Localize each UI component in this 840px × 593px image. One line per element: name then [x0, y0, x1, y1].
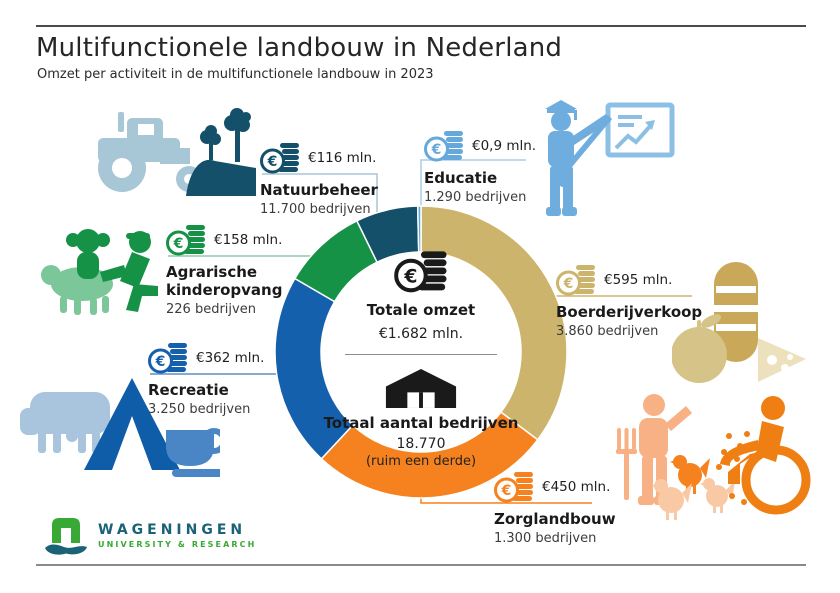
euro-coins-icon [424, 130, 464, 162]
wageningen-logo: WAGENINGEN UNIVERSITY & RESEARCH [44, 516, 256, 556]
wageningen-logo-mark-icon [45, 518, 87, 555]
segment-value: €0,9 mln. [472, 138, 537, 154]
segment-value: €450 mln. [542, 479, 611, 495]
education-teacher-icon [545, 100, 675, 216]
segment-name: Boerderijverkoop [556, 303, 703, 321]
nature-tractor-icon [98, 108, 256, 196]
total-companies-label: Totaal aantal bedrijven [323, 414, 519, 432]
segment-companies: 1.290 bedrijven [424, 190, 527, 205]
page-subtitle: Omzet per activiteit in de multifunction… [37, 67, 434, 82]
segment-value: €362 mln. [196, 350, 265, 366]
leader-lines [150, 159, 692, 504]
segment-companies: 1.300 bedrijven [494, 531, 597, 546]
total-companies-note: (ruim een derde) [365, 454, 477, 469]
segment-name: Natuurbeheer [260, 181, 378, 199]
logo-line1: WAGENINGEN [98, 522, 247, 538]
donut-segment-educatie [416, 205, 422, 253]
euro-coins-icon [556, 264, 596, 296]
label-zorglandbouw: €450 mln. Zorglandbouw 1.300 bedrijven [494, 471, 616, 546]
euro-coins-icon [494, 471, 534, 503]
total-revenue-label: Totale omzet [366, 301, 476, 319]
care-farming-icon [616, 394, 811, 520]
total-companies-value: 18.770 [396, 436, 446, 452]
donut-segments [274, 205, 568, 499]
segment-name: Agrarische kinderopvang [166, 263, 283, 299]
euro-coins-icon [148, 342, 188, 374]
segment-companies: 226 bedrijven [166, 302, 256, 317]
page-title: Multifunctionele landbouw in Nederland [36, 33, 563, 63]
top-rule [36, 25, 806, 27]
logo-line2: UNIVERSITY & RESEARCH [98, 540, 257, 549]
bottom-rule [36, 564, 806, 566]
barn-icon [385, 368, 457, 408]
segment-companies: 3.250 bedrijven [148, 402, 251, 417]
total-revenue-value: €1.682 mln. [378, 326, 464, 342]
recreation-camping-icon [20, 378, 220, 477]
childcare-kids-icon [41, 229, 158, 315]
label-recreatie: €362 mln. Recreatie 3.250 bedrijven [148, 342, 264, 417]
leader-natuurbeheer [262, 173, 378, 214]
leader-zorglandbouw [420, 497, 592, 504]
total-revenue-coins-icon [394, 250, 448, 293]
leader-educatie [420, 159, 526, 206]
farm-shop-food-icon [672, 262, 806, 383]
euro-coins-icon [166, 224, 206, 256]
label-kinderopvang: €158 mln. Agrarische kinderopvang 226 be… [166, 224, 284, 317]
center-divider [345, 354, 497, 355]
segment-companies: 11.700 bedrijven [260, 202, 371, 217]
label-natuurbeheer: €116 mln. Natuurbeheer 11.700 bedrijven [260, 142, 378, 217]
segment-value: €158 mln. [214, 232, 283, 248]
label-boerderijverkoop: €595 mln. Boerderijverkoop 3.860 bedrijv… [556, 264, 702, 339]
segment-name: Recreatie [148, 381, 229, 399]
label-educatie: €0,9 mln. Educatie 1.290 bedrijven [424, 130, 536, 205]
segment-value: €595 mln. [604, 272, 673, 288]
donut-center: Totale omzet €1.682 mln. Totaal aantal b… [311, 250, 531, 469]
segment-value: €116 mln. [308, 150, 377, 166]
segment-name: Educatie [424, 169, 498, 187]
euro-coins-icon [260, 142, 300, 174]
segment-companies: 3.860 bedrijven [556, 324, 659, 339]
segment-name: Zorglandbouw [494, 510, 616, 528]
donut-segment-boerderijverkoop [420, 205, 568, 441]
